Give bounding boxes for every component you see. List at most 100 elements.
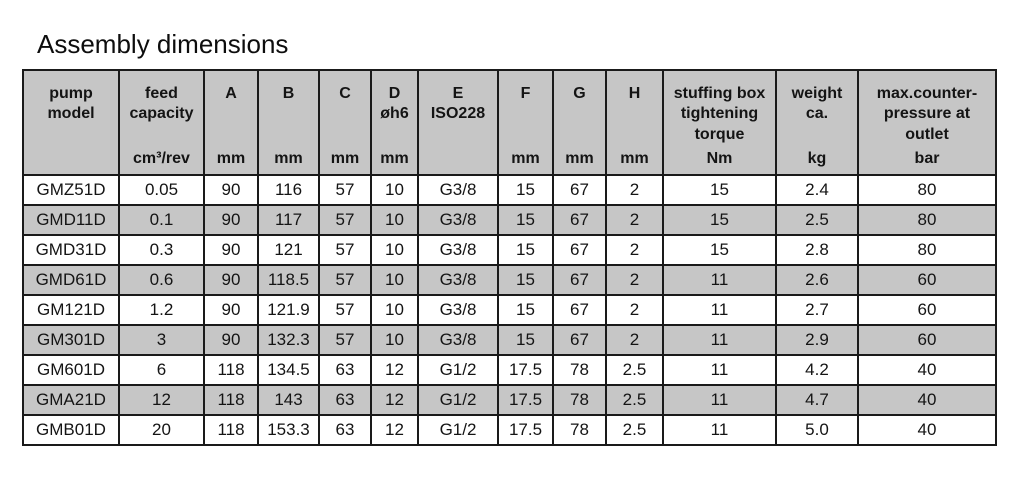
cell-feed-capacity: 1.2	[118, 294, 205, 326]
cell-dim-b: 143	[257, 384, 320, 416]
cell-dim-c: 57	[318, 294, 372, 326]
cell-pump-model: GMA21D	[22, 384, 120, 416]
cell-dim-g: 67	[552, 174, 607, 206]
cell-feed-capacity: 0.05	[118, 174, 205, 206]
cell-dim-f: 15	[497, 234, 554, 266]
cell-dim-b: 121	[257, 234, 320, 266]
header-cell: max.counter-pressure at outlet bar	[859, 71, 995, 172]
cell-dim-g: 67	[552, 234, 607, 266]
cell-max-counter-pressure: 80	[857, 234, 997, 266]
cell-dim-f: 15	[497, 324, 554, 356]
cell-dim-f: 15	[497, 204, 554, 236]
cell-weight: 2.8	[775, 234, 859, 266]
cell-dim-h: 2.5	[605, 354, 664, 386]
column-label-line: H	[628, 85, 641, 102]
cell-pump-model: GMB01D	[22, 414, 120, 446]
table-body: GMZ51D 0.05 90 116 57 10 G3/8 15 67 2 15 2.4 80 GMD11…	[22, 174, 997, 446]
cell-dim-h: 2	[605, 294, 664, 326]
column-label: A	[225, 84, 237, 104]
cell-dim-b: 153.3	[257, 414, 320, 446]
cell-feed-capacity: 12	[118, 384, 205, 416]
cell-dim-g: 78	[552, 384, 607, 416]
column-unit: mm	[216, 150, 246, 168]
cell-dim-a: 90	[203, 264, 259, 296]
column-label: G	[573, 84, 585, 104]
column-label-line: tightening	[680, 105, 759, 123]
cell-stuffing-box-torque: 11	[662, 414, 777, 446]
cell-pump-model: GMD11D	[22, 204, 120, 236]
cell-max-counter-pressure: 60	[857, 264, 997, 296]
column-label: max.counter-pressure at outlet	[877, 84, 977, 145]
cell-dim-d: 10	[370, 204, 419, 236]
column-unit: mm	[620, 150, 649, 168]
cell-pump-model: GMD31D	[22, 234, 120, 266]
cell-dim-d: 12	[370, 354, 419, 386]
cell-pump-model: GMZ51D	[22, 174, 120, 206]
cell-dim-a: 90	[203, 234, 259, 266]
cell-dim-a: 118	[203, 414, 259, 446]
column-label-line: ca.	[805, 105, 829, 123]
cell-dim-f: 15	[497, 174, 554, 206]
cell-dim-a: 118	[203, 354, 259, 386]
cell-pump-model: GM301D	[22, 324, 120, 356]
cell-dim-c: 57	[318, 234, 372, 266]
cell-dim-a: 90	[203, 294, 259, 326]
cell-dim-f: 17.5	[497, 384, 554, 416]
cell-dim-f: 15	[497, 264, 554, 296]
cell-stuffing-box-torque: 11	[662, 294, 777, 326]
column-header-weight: weight ca. kg	[775, 69, 859, 176]
cell-weight: 2.9	[775, 324, 859, 356]
cell-dim-g: 67	[552, 264, 607, 296]
cell-dim-h: 2	[605, 234, 664, 266]
cell-dim-a: 90	[203, 174, 259, 206]
column-label-line: weight	[791, 85, 843, 102]
column-label-line: A	[225, 85, 237, 102]
column-label-line: E	[452, 85, 464, 102]
cell-dim-e: G3/8	[417, 174, 499, 206]
column-unit: Nm	[706, 150, 733, 168]
column-unit: cm³/rev	[133, 150, 190, 168]
cell-dim-e: G3/8	[417, 294, 499, 326]
cell-dim-a: 90	[203, 324, 259, 356]
column-unit: bar	[914, 150, 940, 168]
table-row: GMZ51D 0.05 90 116 57 10 G3/8 15 67 2 15 2.4 80	[22, 174, 997, 206]
column-label-line: capacity	[129, 105, 194, 123]
table-row: GM301D 3 90 132.3 57 10 G3/8 15 67 2 11 2.9 60	[22, 324, 997, 356]
cell-dim-b: 121.9	[257, 294, 320, 326]
column-label-line: outlet	[905, 125, 949, 143]
cell-dim-a: 90	[203, 204, 259, 236]
column-header-max-counter-pressure: max.counter-pressure at outlet bar	[857, 69, 997, 176]
cell-feed-capacity: 20	[118, 414, 205, 446]
cell-weight: 2.4	[775, 174, 859, 206]
header-cell: weight ca. kg	[777, 71, 857, 172]
cell-dim-c: 57	[318, 174, 372, 206]
cell-weight: 2.6	[775, 264, 859, 296]
cell-dim-d: 10	[370, 264, 419, 296]
cell-stuffing-box-torque: 15	[662, 234, 777, 266]
table-row: GM121D 1.2 90 121.9 57 10 G3/8 15 67 2 11 2.7 60	[22, 294, 997, 326]
cell-dim-e: G3/8	[417, 234, 499, 266]
cell-pump-model: GMD61D	[22, 264, 120, 296]
header-cell: stuffing box tightening torque Nm	[664, 71, 775, 172]
cell-dim-h: 2	[605, 204, 664, 236]
cell-feed-capacity: 3	[118, 324, 205, 356]
column-header-pump-model: pump model	[22, 69, 120, 176]
cell-weight: 4.2	[775, 354, 859, 386]
cell-stuffing-box-torque: 15	[662, 174, 777, 206]
cell-dim-f: 15	[497, 294, 554, 326]
column-unit: kg	[807, 150, 827, 168]
cell-dim-d: 12	[370, 414, 419, 446]
cell-stuffing-box-torque: 11	[662, 384, 777, 416]
cell-weight: 2.7	[775, 294, 859, 326]
cell-weight: 2.5	[775, 204, 859, 236]
cell-dim-c: 63	[318, 384, 372, 416]
